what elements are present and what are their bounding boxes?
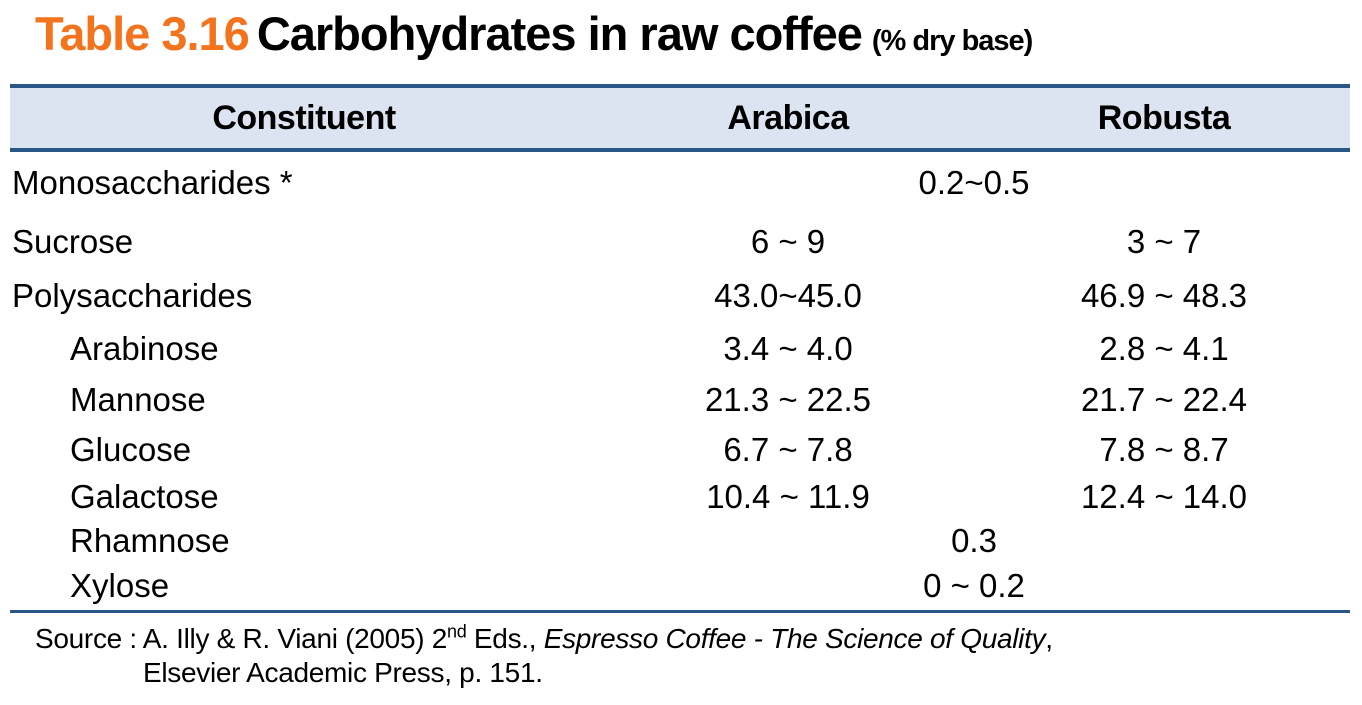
- carbohydrates-table: Constituent Arabica Robusta Monosacchari…: [10, 84, 1350, 613]
- constituent-label: Rhamnose: [70, 522, 230, 559]
- value-span: 0.3: [951, 522, 997, 559]
- table-row-rhamnose: Rhamnose 0.3: [10, 520, 1350, 562]
- arabica-value: 10.4 ~ 11.9: [706, 478, 870, 515]
- constituent-label: Xylose: [70, 567, 170, 604]
- source-line-2: Elsevier Academic Press, p. 151.: [143, 657, 543, 688]
- constituent-label: Glucose: [70, 430, 192, 468]
- source-line-1: Source : A. Illy & R. Viani (2005) 2nd E…: [35, 622, 1355, 656]
- robusta-value: 3 ~ 7: [1126, 222, 1202, 260]
- table-header-row: Constituent Arabica Robusta: [10, 84, 1350, 152]
- arabica-value: 6.7 ~ 7.8: [723, 430, 853, 468]
- constituent-label: Polysaccharides: [12, 276, 253, 314]
- robusta-value: 21.7 ~ 22.4: [1080, 381, 1248, 418]
- source-prefix: Source : A. Illy & R. Viani (2005) 2: [35, 623, 448, 654]
- robusta-value: 46.9 ~ 48.3: [1080, 276, 1248, 314]
- table-row-monosaccharides: Monosaccharides * 0.2~0.5: [10, 152, 1350, 214]
- source-mid: Eds.,: [466, 623, 544, 654]
- robusta-value: 7.8 ~ 8.7: [1099, 430, 1229, 468]
- table-number: Table 3.16: [35, 7, 250, 60]
- table-title: Table 3.16 Carbohydrates in raw coffee (% …: [35, 6, 1355, 61]
- column-header-arabica: Arabica: [727, 98, 849, 137]
- arabica-value: 43.0~45.0: [714, 276, 862, 314]
- arabica-value: 6 ~ 9: [750, 222, 826, 260]
- constituent-label: Mannose: [70, 381, 206, 418]
- robusta-value: 2.8 ~ 4.1: [1099, 329, 1229, 367]
- robusta-value: 12.4 ~ 14.0: [1080, 478, 1248, 515]
- table-body: Monosaccharides * 0.2~0.5 Sucrose 6 ~ 9 …: [10, 152, 1350, 613]
- constituent-label: Monosaccharides *: [12, 164, 293, 201]
- constituent-label: Galactose: [70, 478, 219, 515]
- value-span: 0.2~0.5: [918, 164, 1030, 201]
- constituent-label: Sucrose: [12, 222, 134, 260]
- table-title-unit: (% dry base): [871, 25, 1033, 57]
- source-suffix: ,: [1045, 623, 1053, 654]
- constituent-label: Arabinose: [70, 329, 219, 367]
- column-header-robusta: Robusta: [1097, 98, 1231, 137]
- column-header-constituent: Constituent: [212, 98, 396, 137]
- table-row-xylose: Xylose 0 ~ 0.2: [10, 562, 1350, 610]
- table-row-sucrose: Sucrose 6 ~ 9 3 ~ 7: [10, 214, 1350, 269]
- table-row-arabinose: Arabinose 3.4 ~ 4.0 2.8 ~ 4.1: [10, 322, 1350, 375]
- table-row-mannose: Mannose 21.3 ~ 22.5 21.7 ~ 22.4: [10, 375, 1350, 425]
- table-row-galactose: Galactose 10.4 ~ 11.9 12.4 ~ 14.0: [10, 474, 1350, 520]
- source-book-title: Espresso Coffee - The Science of Quality: [543, 623, 1046, 654]
- source-ordinal-superscript: nd: [447, 621, 467, 642]
- arabica-value: 3.4 ~ 4.0: [723, 329, 853, 367]
- table-row-polysaccharides: Polysaccharides 43.0~45.0 46.9 ~ 48.3: [10, 269, 1350, 322]
- value-span: 0 ~ 0.2: [923, 567, 1025, 604]
- table-title-text: Carbohydrates in raw coffee: [256, 7, 863, 60]
- source-citation: Source : A. Illy & R. Viani (2005) 2nd E…: [35, 622, 1355, 690]
- arabica-value: 21.3 ~ 22.5: [704, 381, 872, 418]
- table-row-glucose: Glucose 6.7 ~ 7.8 7.8 ~ 8.7: [10, 425, 1350, 474]
